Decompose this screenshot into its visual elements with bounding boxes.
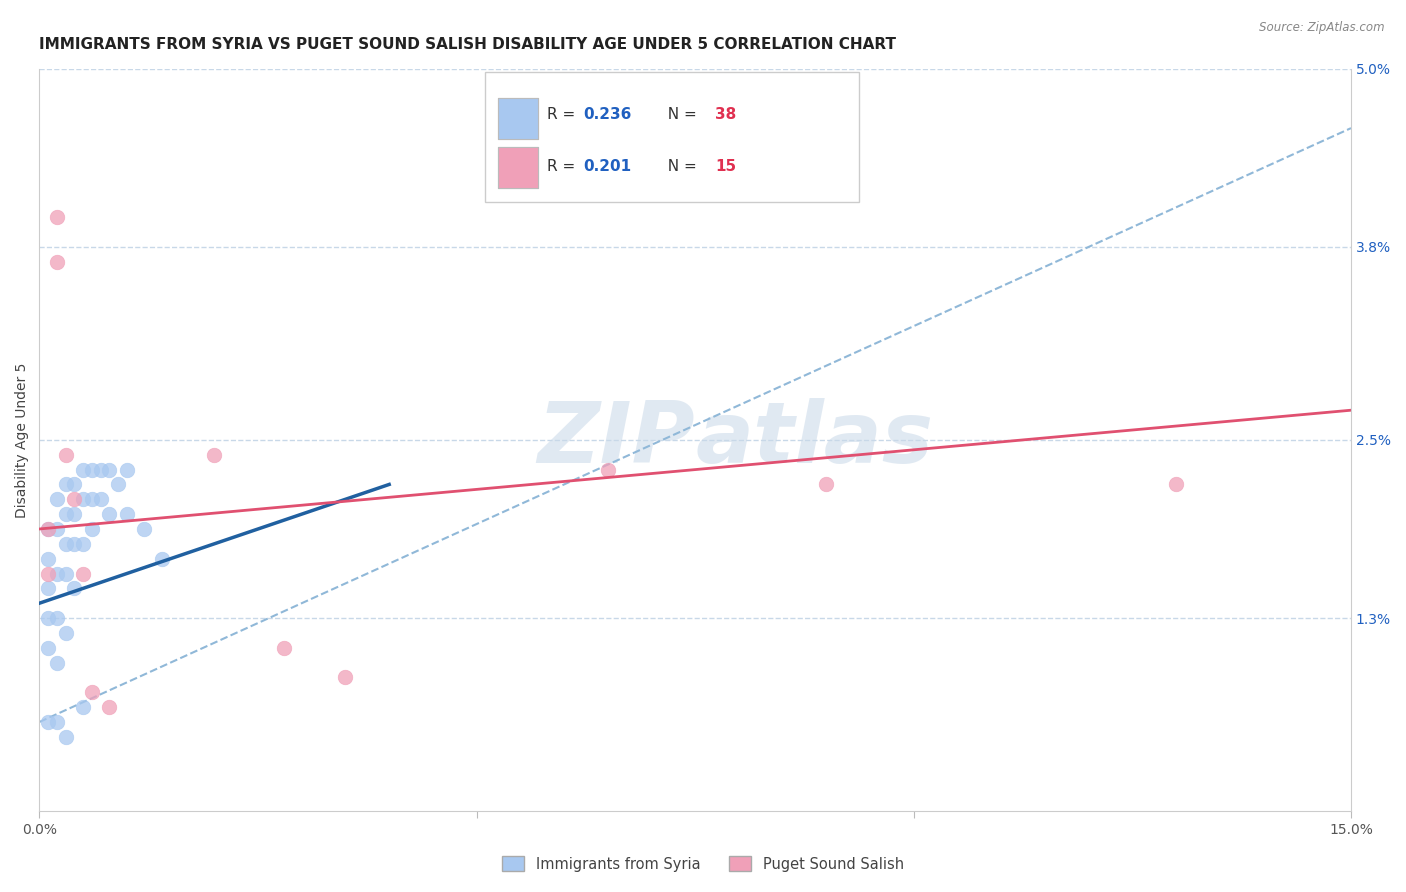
Point (115, 462, 138, 476)
Point (107, 477, 129, 491)
Point (815, 477, 838, 491)
Point (37, 522, 59, 536)
Point (72, 537, 94, 551)
Point (72, 462, 94, 476)
Point (63, 507, 86, 521)
Point (72, 492, 94, 507)
Point (45, 254, 67, 268)
Point (273, 640, 295, 655)
FancyBboxPatch shape (485, 72, 859, 202)
Point (115, 507, 138, 521)
Point (55, 730, 77, 744)
Point (72, 566, 94, 581)
Text: N =: N = (658, 160, 702, 174)
Point (45, 611, 67, 625)
Text: R =: R = (547, 107, 581, 122)
Y-axis label: Disability Age Under 5: Disability Age Under 5 (15, 362, 30, 517)
Point (72, 700, 94, 714)
Point (55, 477, 77, 491)
Point (37, 522, 59, 536)
Point (98, 700, 121, 714)
Point (55, 566, 77, 581)
Point (55, 537, 77, 551)
Point (45, 656, 67, 670)
Point (45, 714, 67, 729)
Point (335, 670, 357, 684)
Point (63, 477, 86, 491)
FancyBboxPatch shape (499, 146, 538, 187)
Point (80, 522, 103, 536)
Point (45, 566, 67, 581)
Point (55, 507, 77, 521)
Point (45, 492, 67, 507)
Point (80, 685, 103, 699)
Point (37, 611, 59, 625)
Point (63, 582, 86, 596)
Point (37, 551, 59, 566)
Text: atlas: atlas (695, 399, 934, 482)
Text: IMMIGRANTS FROM SYRIA VS PUGET SOUND SALISH DISABILITY AGE UNDER 5 CORRELATION C: IMMIGRANTS FROM SYRIA VS PUGET SOUND SAL… (39, 37, 897, 53)
Point (45, 522, 67, 536)
Text: 38: 38 (714, 107, 737, 122)
Point (63, 492, 86, 507)
Point (45, 211, 67, 225)
Point (80, 462, 103, 476)
Text: Source: ZipAtlas.com: Source: ZipAtlas.com (1260, 21, 1385, 34)
Point (1166, 477, 1188, 491)
Point (63, 537, 86, 551)
Point (80, 492, 103, 507)
FancyBboxPatch shape (499, 98, 538, 139)
Point (37, 582, 59, 596)
Point (37, 640, 59, 655)
Text: 0.236: 0.236 (583, 107, 633, 122)
Point (55, 626, 77, 640)
Legend: Immigrants from Syria, Puget Sound Salish: Immigrants from Syria, Puget Sound Salis… (496, 850, 910, 878)
Point (134, 522, 156, 536)
Point (98, 507, 121, 521)
Point (596, 462, 619, 476)
Point (55, 448, 77, 462)
Text: R =: R = (547, 160, 581, 174)
Text: ZIP: ZIP (537, 399, 695, 482)
Point (90, 462, 112, 476)
Point (202, 448, 225, 462)
Point (37, 714, 59, 729)
Text: 15: 15 (714, 160, 735, 174)
Point (37, 566, 59, 581)
Point (98, 462, 121, 476)
Point (150, 551, 173, 566)
Point (90, 492, 112, 507)
Text: N =: N = (658, 107, 702, 122)
Text: 0.201: 0.201 (583, 160, 631, 174)
